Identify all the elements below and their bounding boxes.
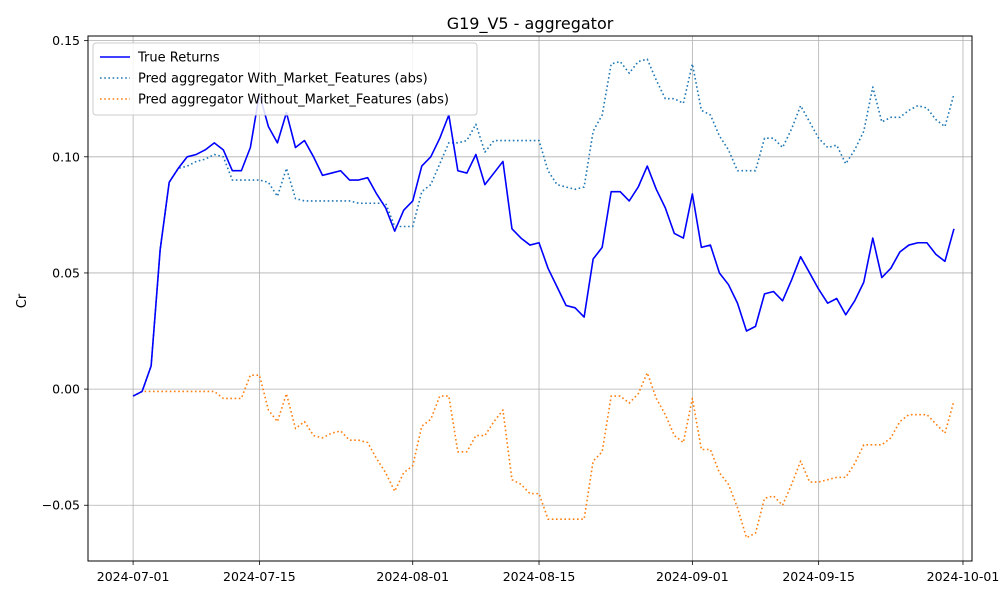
x-tick-label: 2024-08-15 xyxy=(503,569,576,584)
chart-title: G19_V5 - aggregator xyxy=(447,14,614,34)
y-tick-label: −0.05 xyxy=(42,498,80,513)
grid-lines xyxy=(88,36,972,561)
axis-ticks: 2024-07-01 2024-07-15 2024-08-01 2024-08-15… xyxy=(42,33,1000,584)
series-line-0 xyxy=(132,93,955,397)
y-axis-label: Cr xyxy=(15,293,30,308)
legend-box xyxy=(92,42,478,116)
legend-label-0: True Returns xyxy=(137,51,220,66)
plot-frame xyxy=(87,35,973,562)
x-tick-label: 2024-09-01 xyxy=(656,569,729,584)
legend-label-1: Pred aggregator With_Market_Features (ab… xyxy=(138,72,428,87)
y-tick-label: 0.10 xyxy=(52,149,80,164)
x-tick-label: 2024-07-15 xyxy=(223,569,296,584)
y-tick-label: 0.15 xyxy=(52,33,80,48)
legend-label-2: Pred aggregator Without_Market_Features … xyxy=(138,93,449,108)
x-tick-label: 2024-08-01 xyxy=(376,569,449,584)
y-tick-label: 0.00 xyxy=(52,382,80,397)
x-tick-label: 2024-07-01 xyxy=(97,569,170,584)
legend: True Returns Pred aggregator With_Market_… xyxy=(92,42,478,116)
x-tick-label: 2024-10-01 xyxy=(927,569,1000,584)
x-tick-label: 2024-09-15 xyxy=(782,569,855,584)
series-layer xyxy=(132,58,955,539)
y-tick-label: 0.05 xyxy=(52,265,80,280)
